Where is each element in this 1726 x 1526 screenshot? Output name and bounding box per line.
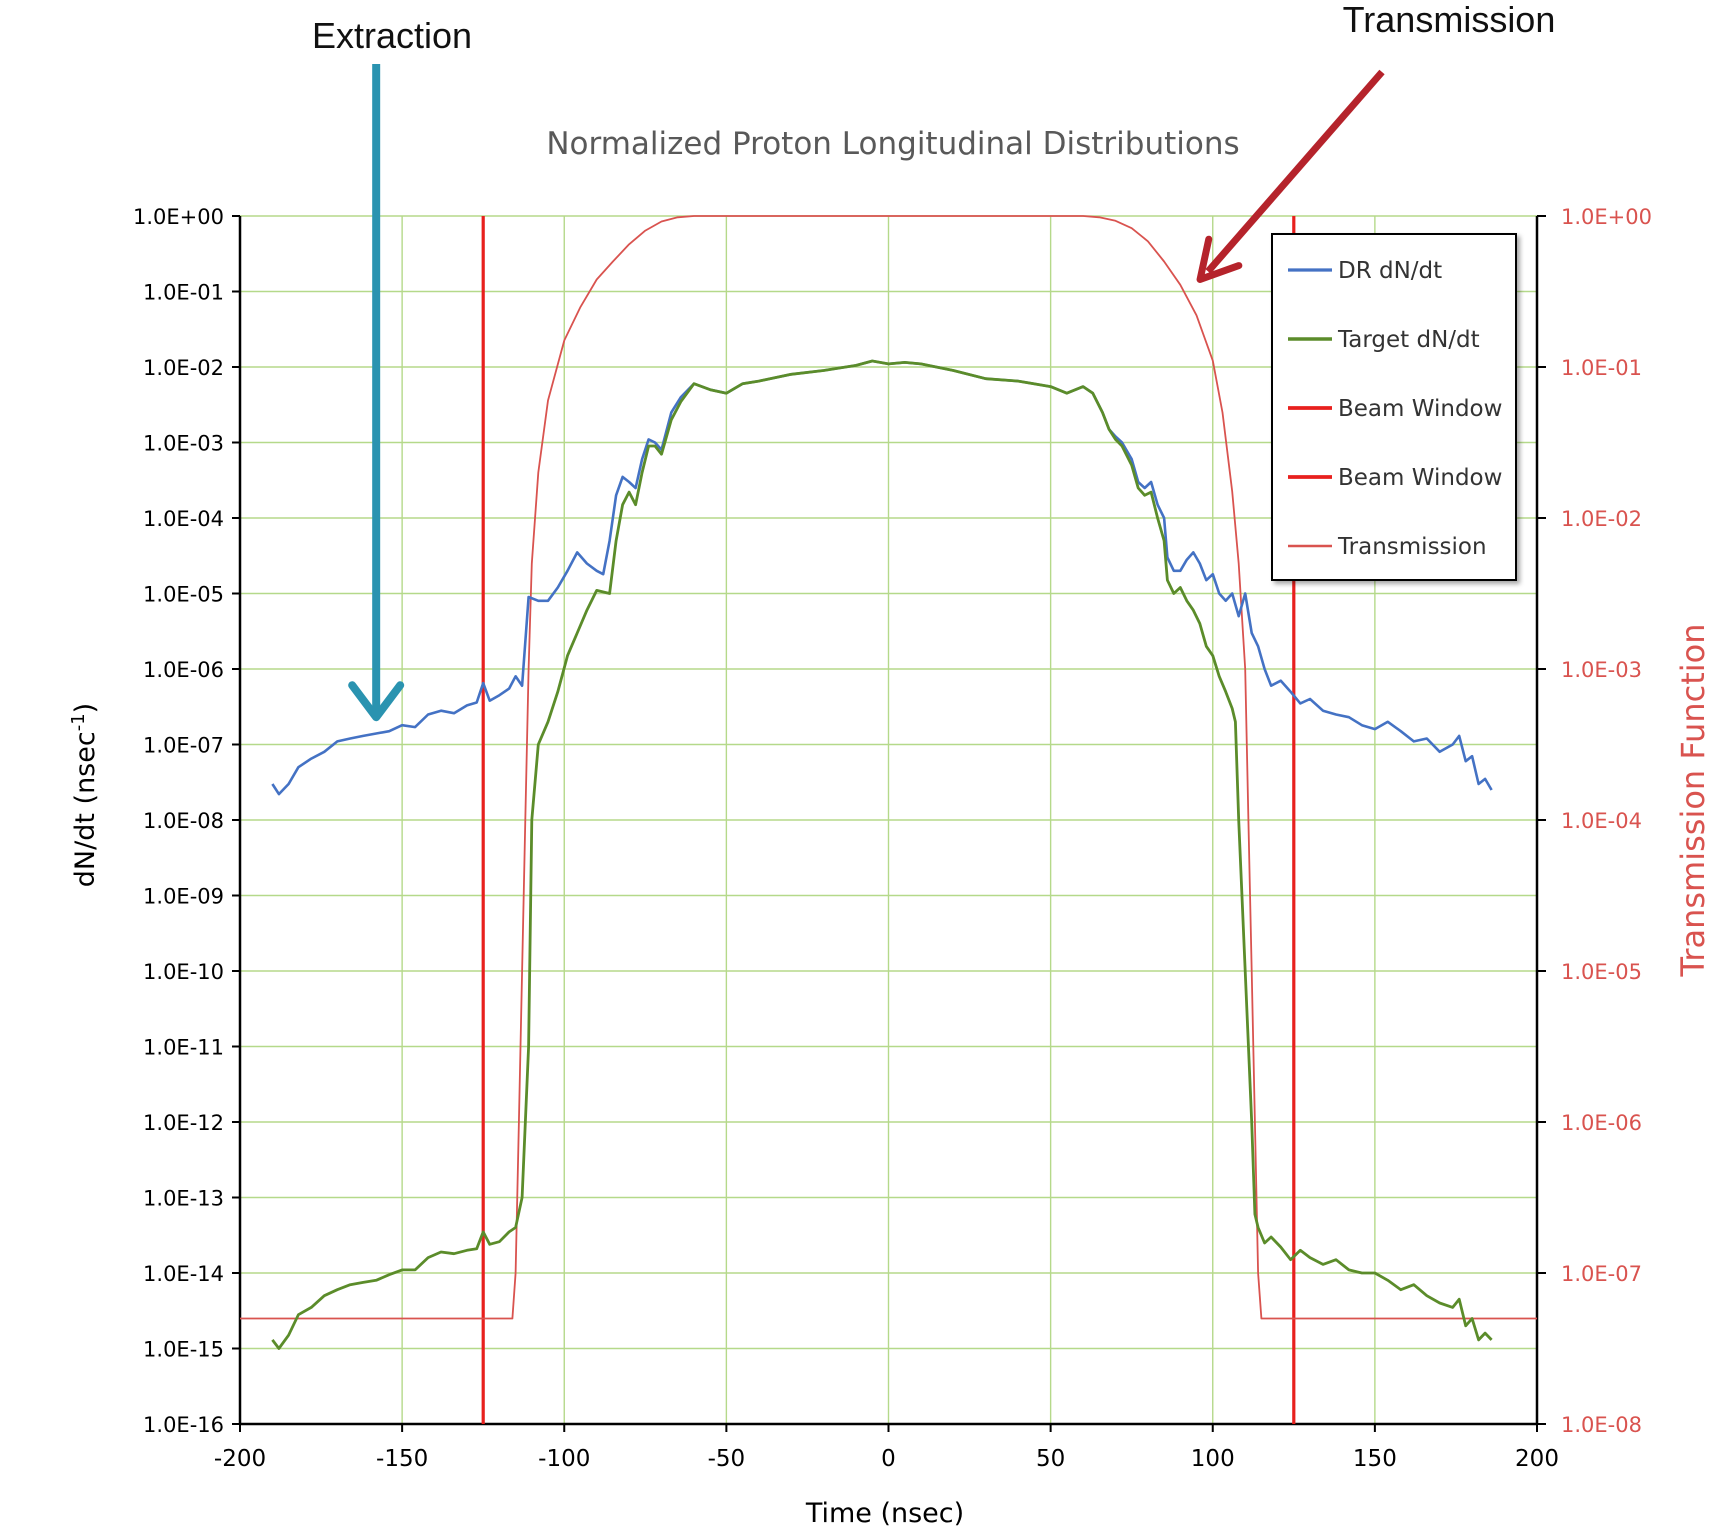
legend: DR dN/dt Target dN/dt Beam Window Beam Wind… <box>1271 233 1517 581</box>
y-left-tick-label: 1.0E-08 <box>143 809 224 833</box>
transmission-annotation-label: Transmission <box>1343 0 1556 40</box>
legend-label: DR dN/dt <box>1338 258 1442 284</box>
y-right-tick-label: 1.0E-04 <box>1561 809 1642 833</box>
x-tick-label: -100 <box>538 1446 590 1472</box>
y-axis-left-label-main: dN/dt (nsec <box>70 731 101 887</box>
legend-label: Transmission <box>1337 534 1487 560</box>
y-left-tick-label: 1.0E+00 <box>133 205 224 229</box>
y-left-tick-label: 1.0E-10 <box>143 960 224 984</box>
x-tick-label: -200 <box>214 1446 266 1472</box>
y-axis-left-label: dN/dt (nsec-1) <box>68 703 102 887</box>
y-left-tick-label: 1.0E-14 <box>143 1262 224 1286</box>
y-left-tick-label: 1.0E-16 <box>143 1413 224 1437</box>
y-right-tick-label: 1.0E-07 <box>1561 1262 1642 1286</box>
chart-title: Normalized Proton Longitudinal Distribut… <box>546 126 1239 162</box>
y-left-tick-label: 1.0E-11 <box>143 1036 224 1060</box>
x-tick-label: 100 <box>1191 1446 1235 1472</box>
x-tick-label: -50 <box>708 1446 746 1472</box>
y-left-tick-label: 1.0E-02 <box>143 356 224 380</box>
x-tick-label: 150 <box>1353 1446 1397 1472</box>
grid <box>240 215 1537 1424</box>
y-left-tick-label: 1.0E-12 <box>143 1111 224 1135</box>
transmission-arrow-head <box>1196 235 1243 283</box>
series-transmission-line <box>240 215 1537 1320</box>
y-right-tick-label: 1.0E-08 <box>1561 1413 1642 1437</box>
legend-label: Beam Window <box>1338 465 1502 491</box>
y-right-tick-label: 1.0E-06 <box>1561 1111 1642 1135</box>
y-left-tick-label: 1.0E-03 <box>143 432 224 456</box>
y-left-tick-label: 1.0E-01 <box>143 281 224 305</box>
x-axis-label: Time (nsec) <box>805 1498 964 1526</box>
transmission-arrow-shaft <box>1205 69 1385 274</box>
labels: 1.0E+00 1.0E-01 1.0E-02 1.0E-03 1.0E-04 1.0E-… <box>133 205 1652 1472</box>
series-target-dndt-line <box>271 359 1493 1350</box>
y-axis-left-label-exponent: -1 <box>68 713 89 731</box>
legend-label: Target dN/dt <box>1337 327 1480 353</box>
y-axis-left-label-close: ) <box>70 703 101 714</box>
y-left-tick-label: 1.0E-05 <box>143 583 224 607</box>
y-right-tick-label: 1.0E-02 <box>1561 507 1642 531</box>
extraction-annotation-label: Extraction <box>312 15 472 56</box>
y-left-tick-label: 1.0E-04 <box>143 507 224 531</box>
y-left-tick-label: 1.0E-13 <box>143 1187 224 1211</box>
y-right-tick-label: 1.0E-05 <box>1561 960 1642 984</box>
x-tick-label: 200 <box>1515 1446 1559 1472</box>
y-axis-right-label: Transmission Function <box>1674 624 1712 978</box>
y-left-tick-label: 1.0E-06 <box>143 658 224 682</box>
series-layer <box>240 215 1537 1424</box>
axes <box>232 215 1546 1432</box>
legend-label: Beam Window <box>1338 396 1502 422</box>
y-left-tick-label: 1.0E-07 <box>143 734 224 758</box>
x-tick-label: 0 <box>881 1446 896 1472</box>
x-tick-label: 50 <box>1036 1446 1065 1472</box>
annotations: Extraction Transmission <box>312 0 1556 722</box>
y-right-tick-label: 1.0E-01 <box>1561 356 1642 380</box>
extraction-arrow-head <box>348 681 405 722</box>
y-right-tick-label: 1.0E-03 <box>1561 658 1642 682</box>
y-left-tick-label: 1.0E-15 <box>143 1338 224 1362</box>
y-left-tick-label: 1.0E-09 <box>143 885 224 909</box>
y-right-tick-label: 1.0E+00 <box>1561 205 1652 229</box>
x-tick-label: -150 <box>376 1446 428 1472</box>
